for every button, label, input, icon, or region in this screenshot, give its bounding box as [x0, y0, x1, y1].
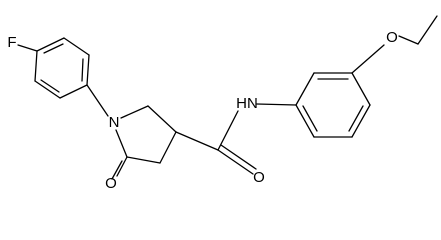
bond: [256, 103, 297, 106]
bond: [63, 37, 90, 56]
bond: [398, 35, 419, 45]
bond: [302, 105, 318, 132]
bond: [295, 104, 315, 138]
bond: [116, 156, 128, 177]
bond: [86, 84, 109, 117]
bond: [86, 54, 90, 86]
bond: [36, 37, 65, 52]
atom-labels: F N O HN O O: [7, 29, 397, 192]
atom-label: HN: [236, 95, 258, 112]
bond: [40, 79, 60, 93]
bond: [417, 15, 438, 45]
bond: [111, 160, 123, 180]
bond: [34, 80, 61, 99]
bond: [217, 149, 254, 175]
atom-label: O: [105, 175, 117, 192]
bond: [220, 144, 257, 170]
bond: [17, 44, 38, 52]
bond: [351, 44, 385, 74]
bond: [59, 84, 88, 99]
bond: [348, 105, 364, 132]
bond: [351, 72, 371, 106]
bond: [175, 131, 219, 151]
bond: [159, 131, 177, 164]
bond: [34, 50, 38, 82]
bond: [126, 156, 161, 164]
molecule-diagram: F N O HN O O: [7, 15, 438, 192]
bond: [81, 58, 84, 82]
atom-label: O: [386, 29, 398, 46]
bond: [43, 43, 64, 54]
bonds: [17, 15, 438, 180]
bond: [147, 105, 177, 133]
atom-label: O: [253, 169, 265, 186]
bond: [351, 104, 371, 138]
bond: [295, 72, 315, 106]
atom-label: N: [109, 114, 120, 131]
bond: [217, 110, 239, 151]
bond: [120, 105, 149, 119]
atom-label: F: [7, 34, 16, 51]
bond: [115, 129, 128, 158]
